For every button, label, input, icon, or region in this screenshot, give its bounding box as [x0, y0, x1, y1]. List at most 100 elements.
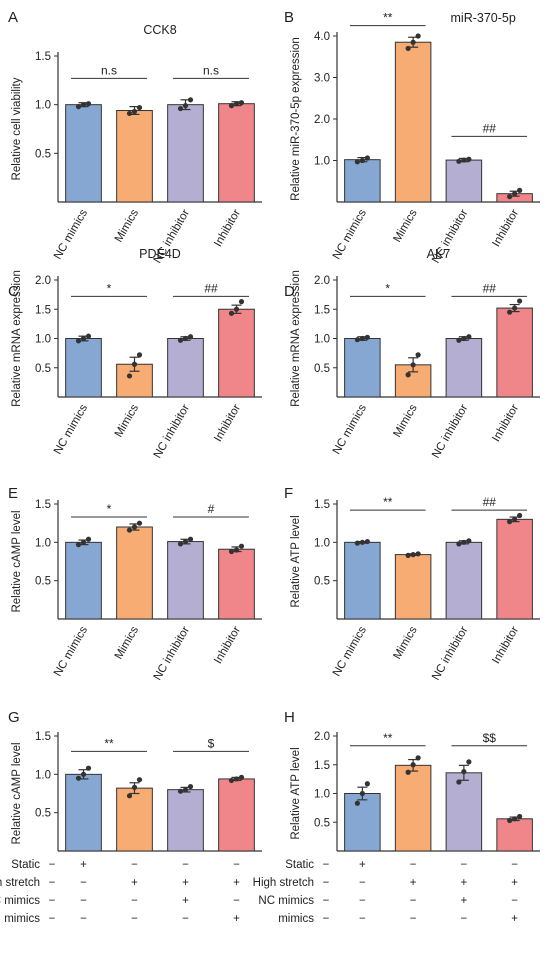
data-point: [405, 45, 411, 52]
data-point: [466, 759, 472, 765]
condition-label: mimics: [4, 913, 40, 925]
x-tick-label: NC mimics: [52, 207, 90, 261]
y-tick-label: 3.0: [314, 73, 330, 85]
condition-mark: +: [461, 877, 468, 889]
data-point: [466, 156, 472, 162]
y-tick-label: 0.5: [35, 363, 51, 375]
data-point: [405, 552, 411, 558]
data-point: [85, 536, 92, 542]
y-axis-label: Relative cell viability: [11, 77, 23, 180]
y-tick-label: 1.5: [314, 304, 330, 316]
x-tick-label: NC inhibitor: [430, 402, 471, 460]
y-tick-label: 1.5: [314, 499, 330, 511]
data-point: [405, 769, 411, 775]
data-point: [410, 762, 416, 768]
bar: [65, 104, 102, 203]
significance-label: #: [208, 502, 215, 516]
data-point: [131, 108, 138, 115]
data-point: [228, 777, 235, 784]
condition-mark: +: [131, 877, 138, 889]
condition-label: Static: [11, 859, 40, 871]
data-point: [233, 101, 240, 107]
condition-label: mimics: [278, 913, 314, 925]
x-tick-label: NC mimics: [331, 207, 369, 261]
data-point: [75, 104, 82, 110]
condition-mark: −: [49, 895, 56, 907]
condition-mark: +: [410, 877, 417, 889]
significance-label: ##: [483, 121, 497, 135]
y-tick-label: 1.5: [35, 304, 51, 316]
bar: [167, 104, 204, 203]
bar: [116, 526, 153, 620]
condition-label: High stretch: [0, 877, 40, 889]
data-point: [354, 337, 360, 343]
condition-mark: −: [323, 877, 330, 889]
condition-mark: +: [511, 913, 518, 925]
y-tick-label: 1.5: [35, 731, 51, 743]
panel-label: B: [284, 9, 294, 26]
bar: [394, 554, 432, 620]
bar: [344, 159, 381, 203]
panel-a: A CCK8 0.5 1.0 1.5 Relative cell viability NC …: [8, 9, 262, 266]
data-point: [456, 779, 462, 785]
data-point: [415, 33, 421, 39]
bar: [445, 338, 483, 398]
data-point: [238, 774, 245, 781]
data-point: [177, 788, 184, 794]
condition-mark: −: [233, 895, 240, 907]
data-point: [461, 335, 467, 342]
data-point: [182, 103, 189, 109]
panel-label: G: [8, 709, 20, 726]
x-tick-label: NC mimics: [331, 402, 369, 456]
y-tick-label: 0.5: [35, 576, 51, 588]
y-tick-label: 1.5: [314, 760, 330, 772]
data-point: [126, 110, 133, 117]
chart-title: CCK8: [143, 23, 176, 37]
data-point: [359, 790, 365, 797]
data-point: [80, 102, 87, 108]
data-point: [364, 155, 370, 161]
condition-label: NC mimics: [0, 895, 40, 907]
data-point: [517, 512, 523, 519]
y-axis-label: Relative ATP level: [290, 515, 302, 607]
x-tick-label: Mimics: [391, 402, 419, 439]
data-point: [131, 361, 138, 367]
x-tick-label: Inhibitor: [490, 624, 521, 666]
data-point: [354, 159, 360, 165]
data-point: [507, 194, 513, 200]
significance-label: n.s: [203, 63, 219, 77]
condition-mark: −: [410, 859, 417, 871]
data-point: [177, 541, 184, 547]
condition-mark: −: [233, 859, 240, 871]
data-point: [415, 352, 421, 358]
data-point: [136, 777, 143, 783]
data-point: [136, 104, 143, 111]
data-point: [456, 158, 462, 164]
y-tick-label: 0.5: [35, 148, 51, 160]
data-point: [80, 539, 87, 545]
condition-mark: +: [359, 859, 366, 871]
significance-label: $$: [483, 731, 497, 745]
y-tick-label: 1.0: [314, 537, 330, 549]
panel-label: F: [284, 485, 293, 502]
x-tick-label: NC inhibitor: [152, 624, 193, 682]
condition-mark: +: [80, 859, 87, 871]
data-point: [512, 816, 518, 822]
condition-mark: −: [182, 913, 189, 925]
bar: [496, 307, 533, 398]
data-point: [466, 334, 472, 340]
data-point: [85, 101, 92, 107]
y-axis-label: Relative cAMP level: [11, 510, 23, 612]
bar: [218, 778, 255, 852]
condition-mark: −: [410, 913, 417, 925]
condition-mark: −: [461, 859, 468, 871]
x-tick-label: Mimics: [391, 207, 419, 244]
y-tick-label: 0.5: [314, 363, 330, 375]
condition-mark: −: [323, 913, 330, 925]
y-tick-label: 1.0: [35, 537, 51, 549]
bar: [167, 541, 204, 620]
data-point: [354, 800, 360, 806]
condition-mark: −: [359, 913, 366, 925]
condition-label: High stretch: [253, 877, 314, 889]
